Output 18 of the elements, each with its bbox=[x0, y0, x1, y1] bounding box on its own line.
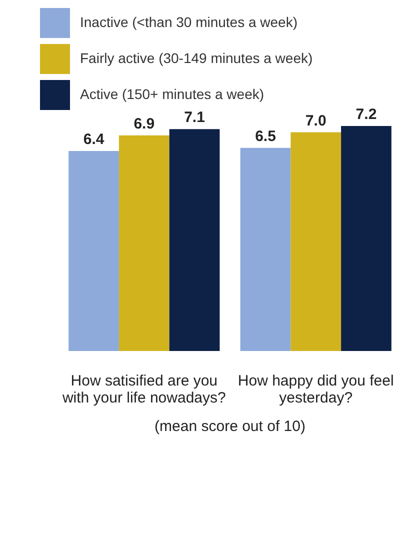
data-label: 7.2 bbox=[356, 106, 377, 123]
legend-label: Fairly active (30-149 minutes a week) bbox=[80, 50, 313, 66]
data-label: 7.0 bbox=[305, 112, 326, 130]
data-label: 6.9 bbox=[134, 115, 155, 132]
bar bbox=[290, 132, 342, 351]
legend-label: Inactive (<than 30 minutes a week) bbox=[80, 14, 298, 30]
data-label: 6.5 bbox=[255, 128, 276, 145]
text: (mean score out of 10) bbox=[154, 418, 306, 435]
x-tick-label: How satisified are you with your life nowadays? bbox=[61, 372, 226, 406]
bar bbox=[118, 135, 170, 351]
bar bbox=[68, 151, 119, 351]
legend-label: Active (150+ minutes a week) bbox=[80, 86, 264, 102]
data-label: 6.4 bbox=[83, 131, 105, 148]
bar bbox=[240, 148, 291, 351]
x-tick-label: How happy did you feel yesterday? bbox=[238, 372, 394, 406]
bar bbox=[169, 129, 220, 351]
bar bbox=[341, 126, 392, 351]
data-label: 7.1 bbox=[184, 109, 205, 126]
